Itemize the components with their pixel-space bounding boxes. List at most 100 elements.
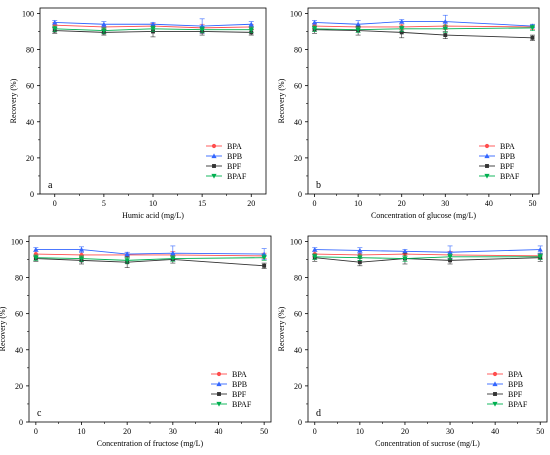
legend-label: BPAF	[227, 172, 247, 181]
legend-label: BPA	[508, 370, 523, 379]
x-axis-label: Humic acid (mg/L)	[122, 211, 184, 220]
y-tick-label: 60	[26, 82, 34, 91]
series-bpb	[33, 245, 267, 261]
y-tick-label: 80	[294, 274, 302, 283]
legend-label: BPA	[232, 370, 247, 379]
series-bpaf	[52, 25, 254, 34]
y-axis-label: Recovery (%)	[277, 78, 286, 123]
x-axis-label: Concentration of fructose (mg/L)	[97, 439, 204, 448]
data-point	[311, 26, 318, 32]
x-tick-label: 0	[313, 427, 317, 436]
data-point	[199, 27, 205, 33]
data-point	[399, 30, 404, 35]
y-tick-label: 80	[294, 46, 302, 55]
y-tick-label: 0	[19, 418, 23, 427]
x-tick-label: 40	[485, 199, 493, 208]
y-tick-label: 100	[11, 237, 23, 246]
data-point	[261, 255, 267, 261]
y-tick-label: 80	[15, 274, 23, 283]
legend-marker	[485, 164, 489, 168]
legend-label: BPF	[227, 162, 242, 171]
chart-panel-c: 0 20 40 60 80 100 0 10 20 30 40 50 Concentration of …	[0, 235, 272, 448]
series-bpaf	[312, 253, 543, 262]
data-point	[357, 260, 362, 265]
data-point	[448, 258, 452, 263]
series-bpa	[33, 251, 267, 259]
legend-marker	[216, 401, 222, 407]
legend-marker	[211, 153, 217, 159]
x-tick-label: 20	[401, 427, 409, 436]
data-point	[52, 19, 58, 25]
legend-label: BPB	[227, 152, 242, 161]
data-point	[170, 256, 176, 262]
data-point	[78, 256, 85, 262]
panel-label: a	[48, 180, 53, 191]
y-tick-label: 60	[294, 310, 302, 319]
series-bpaf	[33, 254, 267, 264]
legend-label: BPB	[508, 380, 523, 389]
panel-label: c	[37, 408, 42, 419]
legend-marker	[484, 173, 490, 179]
legend-marker	[211, 173, 217, 179]
data-point	[312, 254, 318, 260]
data-point	[355, 27, 361, 33]
data-point	[124, 258, 130, 263]
x-tick-label: 30	[446, 427, 454, 436]
x-tick-label: 50	[260, 427, 268, 436]
data-point	[529, 25, 536, 31]
y-tick-label: 20	[26, 154, 34, 163]
y-axis-label: Recovery (%)	[277, 306, 286, 351]
legend-marker	[492, 381, 498, 387]
data-point	[150, 26, 156, 32]
legend-label: BPB	[500, 152, 515, 161]
data-point	[170, 250, 176, 256]
legend-marker	[492, 401, 498, 407]
data-point	[78, 246, 85, 252]
x-tick-label: 20	[247, 199, 255, 208]
y-tick-label: 0	[30, 190, 34, 199]
x-tick-label: 5	[102, 199, 106, 208]
legend-label: BPF	[508, 390, 523, 399]
panel-label: d	[316, 408, 321, 419]
y-tick-label: 0	[298, 190, 302, 199]
legend-marker	[484, 153, 490, 159]
data-point	[150, 21, 156, 27]
legend-marker	[493, 392, 497, 396]
series-line	[314, 29, 533, 39]
legend-label: BPAF	[232, 400, 252, 409]
chart-panel-a: 0 20 40 60 80 100 0 5 10 15 20 Humic acid (mg/L) Rec…	[9, 7, 267, 220]
series-bpb	[311, 14, 536, 29]
legend-marker	[216, 381, 222, 387]
x-axis-label: Concentration of sucrose (mg/L)	[375, 439, 480, 448]
chart-panel-d: 0 20 40 60 80 100 0 10 20 30 40 50 Concentration of …	[277, 235, 548, 448]
data-point	[312, 246, 318, 252]
data-point	[124, 251, 130, 257]
legend-label: BPF	[500, 162, 515, 171]
y-tick-label: 40	[15, 346, 23, 355]
data-point	[530, 35, 535, 40]
data-point	[402, 248, 408, 254]
data-point	[443, 33, 448, 38]
data-point	[33, 255, 39, 261]
series-line	[314, 25, 533, 28]
legend-marker	[217, 392, 221, 396]
y-axis-label: Recovery (%)	[0, 306, 7, 351]
data-point	[447, 254, 453, 260]
series-bpaf	[311, 24, 536, 33]
data-point	[248, 21, 254, 27]
legend-label: BPAF	[508, 400, 528, 409]
y-tick-label: 100	[290, 9, 302, 18]
data-point	[357, 247, 363, 253]
y-tick-label: 60	[294, 82, 302, 91]
y-tick-label: 60	[15, 310, 23, 319]
x-tick-label: 0	[313, 199, 317, 208]
legend-label: BPF	[232, 390, 247, 399]
data-point	[447, 249, 453, 255]
x-tick-label: 30	[441, 199, 449, 208]
y-tick-label: 80	[26, 46, 34, 55]
legend-label: BPAF	[500, 172, 520, 181]
series-line	[35, 253, 265, 257]
